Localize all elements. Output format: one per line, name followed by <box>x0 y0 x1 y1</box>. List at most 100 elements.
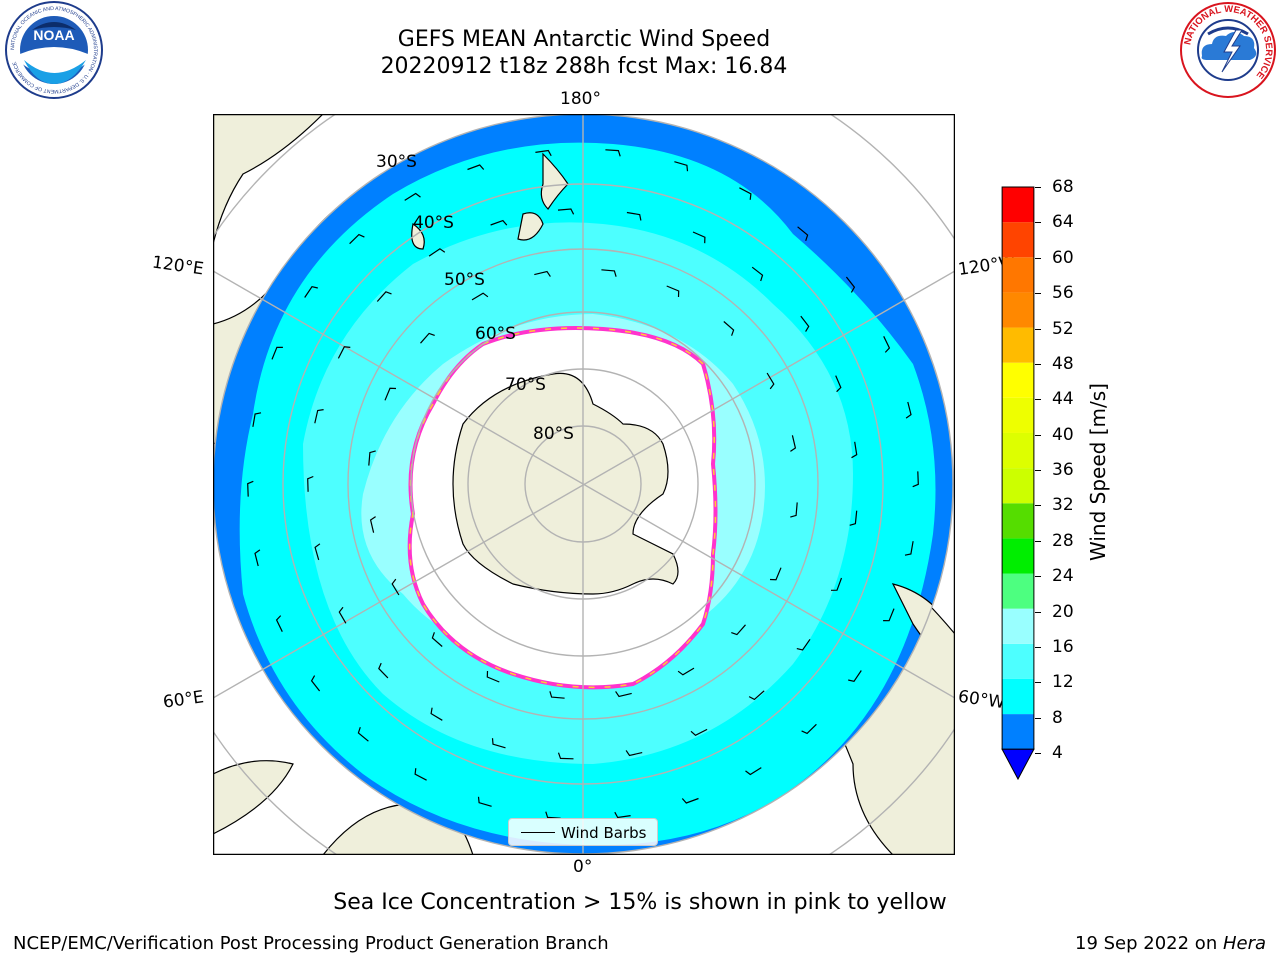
wind-barb <box>614 811 631 819</box>
colorbar-tick-label: 60 <box>1052 247 1074 268</box>
wind-barb <box>904 541 914 556</box>
colorbar-tick-mark <box>1035 611 1041 613</box>
colorbar-tick-mark <box>1035 540 1041 542</box>
wind-barb <box>748 690 765 701</box>
lon-label-120e: 120°E <box>150 252 205 280</box>
wind-barb <box>751 266 764 282</box>
colorbar-bin <box>1002 573 1034 609</box>
colorbar-bin <box>1002 397 1034 433</box>
wind-barb <box>376 291 392 302</box>
colorbar-tick-label: 44 <box>1052 389 1074 410</box>
colorbar-tick-mark <box>1035 257 1041 259</box>
wind-barb <box>731 624 746 636</box>
wind-barb <box>830 577 843 591</box>
colorbar-tick-mark <box>1035 470 1041 471</box>
colorbar-tick-label: 40 <box>1052 424 1074 445</box>
lon-label-180: 180° <box>560 89 601 109</box>
wind-barb <box>883 336 891 353</box>
wind-barb <box>369 516 376 533</box>
wind-barb <box>851 441 858 459</box>
colorbar-bin <box>1002 538 1034 574</box>
colorbar-bin <box>1002 292 1034 328</box>
wind-barb <box>420 332 435 344</box>
colorbar-tick-mark <box>1035 505 1041 507</box>
colorbar-bin <box>1002 643 1034 679</box>
wind-barb <box>692 231 706 244</box>
wind-barb <box>790 502 798 518</box>
lon-label-60e: 60°E <box>161 687 206 713</box>
wind-barb <box>766 372 775 390</box>
wind-barb <box>677 667 695 676</box>
wind-barb <box>357 727 369 742</box>
noaa-wordmark: NOAA <box>33 27 74 43</box>
colorbar-bin <box>1002 468 1034 504</box>
meridians <box>213 114 955 855</box>
wind-barb <box>310 675 321 692</box>
colorbar-tick-label: 68 <box>1052 177 1074 197</box>
colorbar-bin <box>1002 327 1034 363</box>
wind-barb <box>905 401 912 419</box>
wind-barb <box>337 346 351 359</box>
wind-barb <box>666 285 680 298</box>
wind-barb <box>690 728 708 737</box>
colorbar-bin <box>1002 608 1034 644</box>
wind-barb <box>275 615 283 632</box>
lon-label-60w: 60°W <box>956 686 1007 714</box>
colorbar-tick-mark <box>1035 328 1041 330</box>
wind-barb <box>745 767 762 776</box>
wind-barb <box>430 707 443 721</box>
chart-title: GEFS MEAN Antarctic Wind Speed <box>397 27 771 52</box>
colorbar-extend-arrow <box>1001 748 1035 781</box>
colorbar-tick-mark <box>1035 576 1041 578</box>
wind-barb <box>615 691 632 698</box>
wind-barb <box>314 543 321 561</box>
wind-barb <box>545 811 561 819</box>
colorbar-tick-label: 52 <box>1052 318 1074 339</box>
colorbar-tick-mark <box>1035 753 1041 754</box>
lat-label-30s: 30°S <box>376 152 417 172</box>
wind-barb <box>471 292 489 301</box>
chart-subtitle: 20220912 t18z 288h fcst Max: 16.84 <box>380 54 788 79</box>
colorbar-tick-label: 48 <box>1052 353 1074 374</box>
colorbar-tick-mark <box>1035 399 1041 401</box>
colorbar-tick-label: 20 <box>1052 601 1074 622</box>
colorbar-bin <box>1002 257 1034 293</box>
wind-barb <box>849 510 858 526</box>
barb-legend-line <box>521 832 555 833</box>
colorbar-tick-label: 8 <box>1052 707 1063 728</box>
wind-barbs <box>247 149 919 819</box>
wind-barb <box>491 738 506 749</box>
wind-barb <box>912 471 919 488</box>
legend-label: Wind Barbs <box>561 824 647 842</box>
wind-barb <box>404 192 421 201</box>
wind-barb <box>557 208 575 215</box>
colorbar-bin <box>1002 714 1034 750</box>
map-legend: Wind Barbs <box>508 818 658 846</box>
colorbar-tick-mark <box>1035 434 1041 436</box>
wind-barb <box>681 797 699 804</box>
footer-host: Hera <box>1222 933 1266 954</box>
colorbar-bin <box>1002 222 1034 258</box>
colorbar-tick-mark <box>1035 293 1041 295</box>
wind-barb <box>549 691 565 699</box>
wind-barb <box>391 578 400 596</box>
colorbar-tick-label: 16 <box>1052 636 1074 657</box>
colorbar-tick-mark <box>1035 646 1041 648</box>
footer-credit: NCEP/EMC/Verification Post Processing Pr… <box>13 933 609 954</box>
wind-barb <box>307 475 314 492</box>
lat-label-50s: 50°S <box>444 270 485 290</box>
colorbar-label: Wind Speed [m/s] <box>1086 383 1110 561</box>
wind-barb <box>338 606 347 624</box>
wind-barb <box>848 670 862 682</box>
colorbar-tick-mark <box>1035 682 1041 684</box>
polar-map <box>213 114 955 855</box>
wind-barb <box>467 164 485 171</box>
lat-label-40s: 40°S <box>413 213 454 233</box>
wind-barb <box>535 149 552 157</box>
wind-barb <box>739 187 752 200</box>
lat-label-80s: 80°S <box>533 424 574 444</box>
colorbar-tick-mark <box>1035 187 1041 188</box>
wind-barb <box>557 752 574 760</box>
wind-barb <box>304 286 318 298</box>
wind-barb <box>797 226 809 241</box>
